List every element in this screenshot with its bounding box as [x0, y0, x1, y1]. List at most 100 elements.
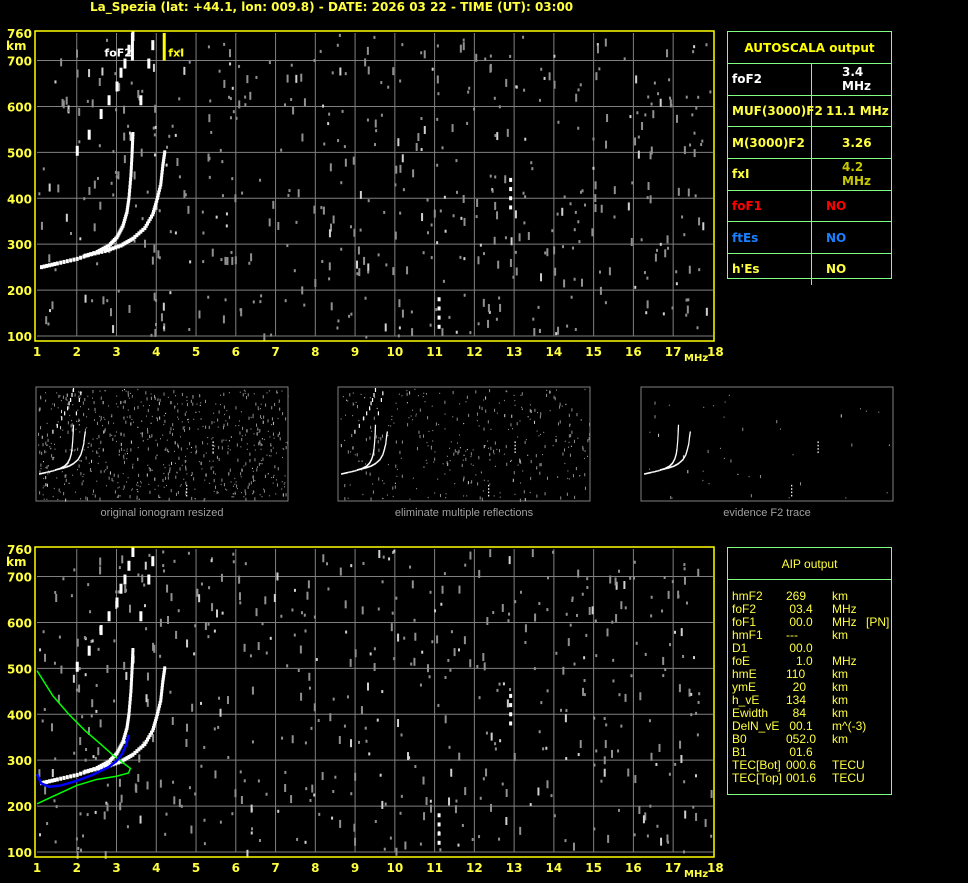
noise-point	[556, 389, 558, 391]
noise-point	[507, 619, 510, 623]
trace-point-spread	[509, 196, 513, 201]
noise-point	[521, 392, 523, 396]
noise-point	[549, 391, 551, 393]
noise-point	[42, 487, 44, 489]
noise-point	[221, 478, 223, 482]
noise-point	[45, 399, 47, 401]
noise-point	[165, 476, 167, 480]
trace-point-X	[160, 170, 164, 175]
noise-point	[287, 395, 289, 397]
noise-point	[458, 449, 460, 453]
noise-point	[504, 175, 507, 184]
trace-point-X	[160, 686, 164, 691]
noise-point	[46, 465, 48, 469]
trace-point-X	[108, 247, 112, 252]
noise-point	[273, 437, 275, 439]
noise-point	[208, 425, 210, 430]
noise-point	[230, 436, 232, 438]
noise-point	[556, 212, 559, 216]
aip-row: hmE 110 km	[728, 668, 891, 681]
noise-point	[385, 263, 388, 267]
trace-point-O	[40, 472, 42, 475]
trace-point-O	[677, 429, 679, 431]
trace-point-X	[83, 440, 85, 443]
noise-point	[611, 620, 614, 624]
noise-point	[422, 251, 425, 255]
noise-point	[730, 459, 732, 463]
noise-point	[455, 799, 458, 803]
trace-point-O	[72, 435, 74, 438]
noise-point	[555, 435, 557, 438]
trace-point-X	[665, 467, 667, 470]
noise-point	[485, 396, 487, 400]
noise-point	[254, 449, 256, 451]
trace-point-O	[63, 465, 65, 468]
noise-point	[260, 462, 262, 465]
trace-point-O	[653, 470, 655, 473]
noise-point	[191, 496, 193, 501]
trace-point-multiple	[369, 406, 371, 411]
noise-point	[128, 397, 130, 399]
noise-point	[153, 133, 156, 137]
noise-point	[53, 799, 56, 803]
noise-point	[269, 455, 271, 457]
noise-point	[659, 98, 662, 107]
noise-point	[47, 473, 49, 475]
noise-point	[49, 446, 51, 448]
trace-point-O	[128, 184, 132, 189]
noise-point	[83, 449, 85, 451]
noise-point	[697, 700, 700, 704]
noise-point	[280, 148, 283, 152]
noise-point	[192, 395, 194, 397]
trace-point-X	[679, 461, 681, 464]
noise-point	[337, 139, 340, 143]
trace-point-O	[71, 450, 73, 453]
aip-param-value: 269	[786, 589, 807, 603]
noise-point	[102, 448, 104, 452]
noise-point	[173, 559, 176, 563]
trace-point-X	[106, 248, 110, 253]
noise-point	[88, 442, 90, 444]
noise-point	[147, 408, 149, 413]
noise-point	[196, 588, 199, 597]
noise-point	[703, 406, 705, 408]
noise-point	[340, 418, 342, 420]
noise-point	[347, 450, 349, 454]
noise-point	[369, 397, 371, 399]
trace-point-spread	[437, 306, 441, 311]
trace-point-X	[688, 443, 690, 445]
noise-point	[278, 399, 280, 403]
noise-point	[94, 810, 97, 814]
noise-point	[139, 815, 142, 824]
trace-point-X	[155, 711, 159, 716]
noise-point	[153, 394, 155, 399]
autoscala-row-fxi: fxI 4.2 MHz	[728, 159, 891, 191]
noise-point	[497, 260, 500, 269]
trace-point-X	[153, 205, 157, 210]
noise-point	[270, 455, 272, 457]
trace-point-X	[103, 765, 107, 770]
noise-point	[200, 764, 203, 768]
trace-point-X	[382, 452, 384, 454]
trace-point-O	[130, 147, 134, 152]
trace-point-X	[80, 452, 82, 454]
noise-point	[535, 454, 537, 458]
noise-point	[350, 792, 353, 796]
noise-point	[283, 448, 285, 450]
noise-point	[213, 490, 215, 492]
noise-point	[423, 812, 426, 821]
noise-point	[688, 688, 691, 697]
noise-point	[92, 493, 94, 495]
noise-point	[139, 485, 141, 488]
noise-point	[366, 46, 369, 55]
x-tick-label: 2	[73, 345, 81, 359]
trace-point-O	[344, 472, 347, 474]
noise-point	[536, 466, 538, 470]
trace-point-O	[373, 450, 375, 453]
noise-point	[243, 465, 245, 467]
noise-point	[214, 445, 216, 447]
autoscala-row-muf3000f2: MUF(3000)F2 11.1 MHz	[728, 95, 891, 128]
noise-point	[458, 585, 461, 594]
noise-point	[245, 492, 247, 496]
noise-point	[252, 475, 254, 479]
